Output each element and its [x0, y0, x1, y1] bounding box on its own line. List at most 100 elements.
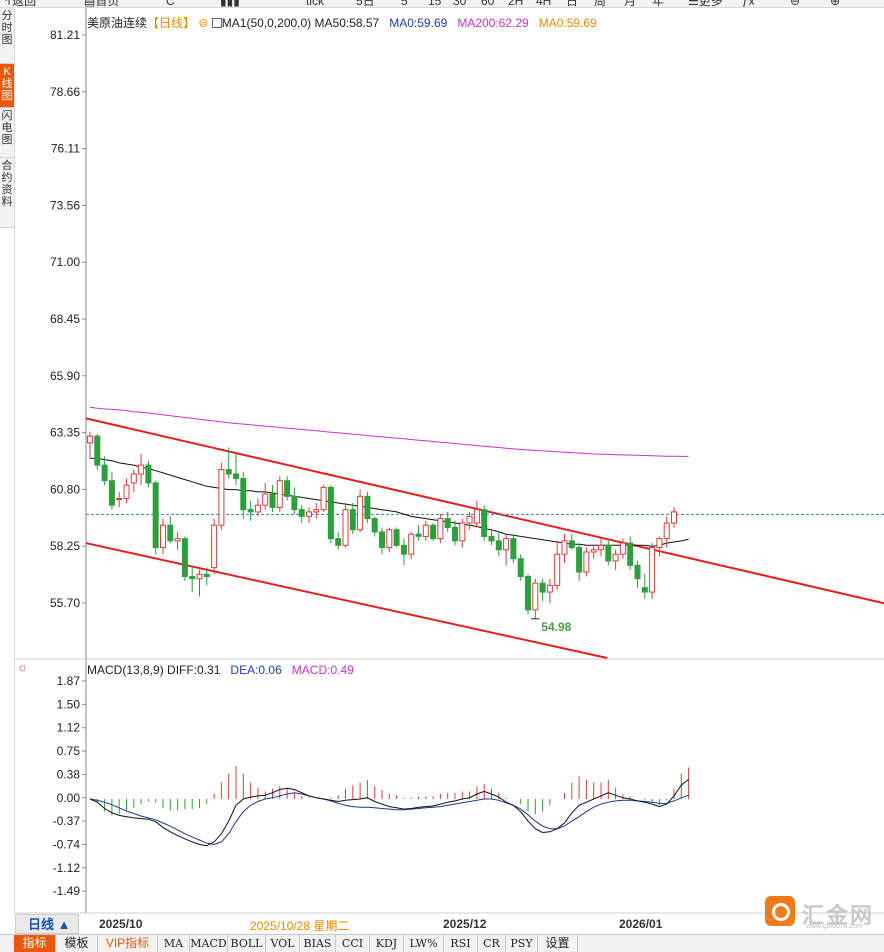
settings-icon[interactable]: ⊜ — [198, 16, 209, 30]
candle-body — [174, 538, 181, 542]
chart-type-icon[interactable]: ▮▮▮ — [220, 0, 240, 8]
macd-name: MACD(13,8,9) — [87, 663, 164, 677]
candle-body — [203, 573, 210, 577]
candle-body — [649, 547, 656, 593]
refresh-button[interactable]: C — [166, 0, 175, 8]
interval-9[interactable]: 周 — [594, 0, 607, 8]
candle-body — [605, 544, 612, 562]
candle-body — [495, 540, 502, 551]
ma200-value: MA200:62.29 — [457, 16, 529, 30]
candle-body — [539, 582, 546, 593]
candle-body — [379, 531, 385, 549]
price-tick-label: 60.80 — [50, 482, 80, 496]
macd-settings-icon[interactable]: ☼ — [17, 660, 28, 674]
candle-body — [349, 509, 356, 531]
home-label: 首页 — [95, 0, 120, 8]
candle-body — [313, 509, 320, 513]
top-toolbar: ↰返回 ▤首页 C ▮▮▮ tick ☰更多 ƒx ⊖ ⊕ 5日 5 15 30 60 2… — [0, 0, 884, 8]
interval-1[interactable]: 5日 — [356, 0, 375, 8]
candle-body — [452, 526, 458, 542]
macd-tick-label: 1.87 — [57, 674, 81, 688]
indicator-tab-bar: 指标 模板 VIP指标 MA MACD BOLL VOL BIAS CCI KDJ LW% RSI CR… — [0, 934, 884, 952]
zoom-in-icon[interactable]: ⊕ — [830, 0, 841, 8]
interval-6[interactable]: 2H — [508, 0, 524, 8]
tick-button[interactable]: tick — [306, 0, 324, 8]
indicator-tab-13[interactable]: CR — [478, 935, 506, 952]
interval-11[interactable]: 年 — [652, 0, 665, 8]
formula-button[interactable]: ƒx — [742, 0, 755, 8]
back-button[interactable]: ↰返回 — [2, 0, 37, 8]
macd-tick-label: 0.00 — [57, 791, 81, 805]
indicator-tab-5[interactable]: MACD — [190, 935, 228, 952]
indicator-tab-6[interactable]: BOLL — [228, 935, 266, 952]
candle-body — [444, 518, 451, 528]
dea-line — [89, 792, 689, 846]
indicator-tab-12[interactable]: RSI — [444, 935, 478, 952]
candle-body — [671, 511, 677, 524]
sidebar-tab-1[interactable]: 分时图 — [0, 8, 14, 64]
price-tick-label: 81.21 — [50, 28, 80, 42]
candle-body — [262, 493, 269, 506]
sidebar-tab-char: 约 — [1, 172, 13, 184]
interval-8[interactable]: 日 — [566, 0, 579, 8]
interval-7[interactable]: 4H — [536, 0, 552, 8]
candle-body — [218, 469, 225, 526]
macd-tick-label: 1.12 — [57, 721, 81, 735]
watermark-url: www.gold678.com — [806, 923, 863, 930]
candle-body — [167, 524, 174, 542]
low-marker-label: 54.98 — [541, 620, 571, 634]
indicator-tab-2[interactable]: 模板 — [56, 935, 98, 952]
interval-3[interactable]: 15 — [428, 0, 442, 8]
candle-body — [641, 587, 648, 593]
indicator-tab-15[interactable]: 设置 — [538, 935, 578, 952]
sidebar-tab-4[interactable]: 合约资料 — [0, 158, 14, 228]
candle-body — [532, 582, 539, 611]
ma-params: MA1(50,0,200,0) — [221, 16, 312, 30]
indicator-tab-1[interactable]: 指标 — [14, 935, 56, 952]
interval-5[interactable]: 60 — [481, 0, 495, 8]
price-tick-label: 78.66 — [50, 85, 80, 99]
candle-body — [284, 480, 291, 497]
indicator-tab-10[interactable]: KDJ — [370, 935, 404, 952]
zoom-out-icon[interactable]: ⊖ — [790, 0, 801, 8]
price-tick-label: 73.56 — [50, 198, 80, 212]
sidebar-tab-3[interactable]: 闪电图 — [0, 108, 14, 158]
candle-body — [459, 522, 466, 542]
dea-value: DEA:0.06 — [230, 663, 282, 677]
interval-10[interactable]: 月 — [624, 0, 637, 8]
interval-2[interactable]: 5 — [401, 0, 408, 8]
sidebar-tab-char: 线 — [1, 78, 13, 90]
indicator-tab-7[interactable]: VOL — [266, 935, 300, 952]
indicator-tab-8[interactable]: BIAS — [300, 935, 336, 952]
candle-body — [306, 511, 312, 517]
candle-body — [481, 509, 488, 537]
more-button[interactable]: ☰更多 — [688, 0, 723, 7]
home-button[interactable]: ▤首页 — [84, 0, 120, 8]
indicator-tab-9[interactable]: CCI — [336, 935, 370, 952]
candle-body — [123, 484, 130, 500]
candle-body — [422, 524, 429, 537]
back-label: 返回 — [12, 0, 37, 8]
period-selector[interactable]: 日线 ▲ — [15, 914, 79, 934]
ma50-value: MA50:58.57 — [314, 16, 380, 30]
macd-legend: MACD(13,8,9) DIFF:0.31 DEA:0.06 MACD:0.4… — [87, 663, 354, 677]
candle-body — [430, 524, 437, 540]
indicator-tab-3[interactable]: VIP指标 — [98, 935, 158, 952]
left-border — [14, 8, 15, 913]
interval-4[interactable]: 30 — [453, 0, 467, 8]
candle-body — [357, 495, 364, 531]
candle-body — [145, 464, 152, 484]
sidebar-tab-char: 图 — [1, 34, 13, 46]
candle-body — [576, 547, 583, 573]
indicator-tab-14[interactable]: PSY — [506, 935, 538, 952]
ma-toggle-icon[interactable] — [211, 18, 222, 28]
sidebar-tab-char: 图 — [1, 134, 13, 146]
price-tick-label: 55.70 — [50, 596, 80, 610]
indicator-tab-11[interactable]: LW% — [404, 935, 444, 952]
candle-body — [554, 553, 561, 586]
indicator-tab-4[interactable]: MA — [158, 935, 190, 952]
candle-body — [517, 558, 524, 577]
candle-body — [583, 551, 590, 573]
